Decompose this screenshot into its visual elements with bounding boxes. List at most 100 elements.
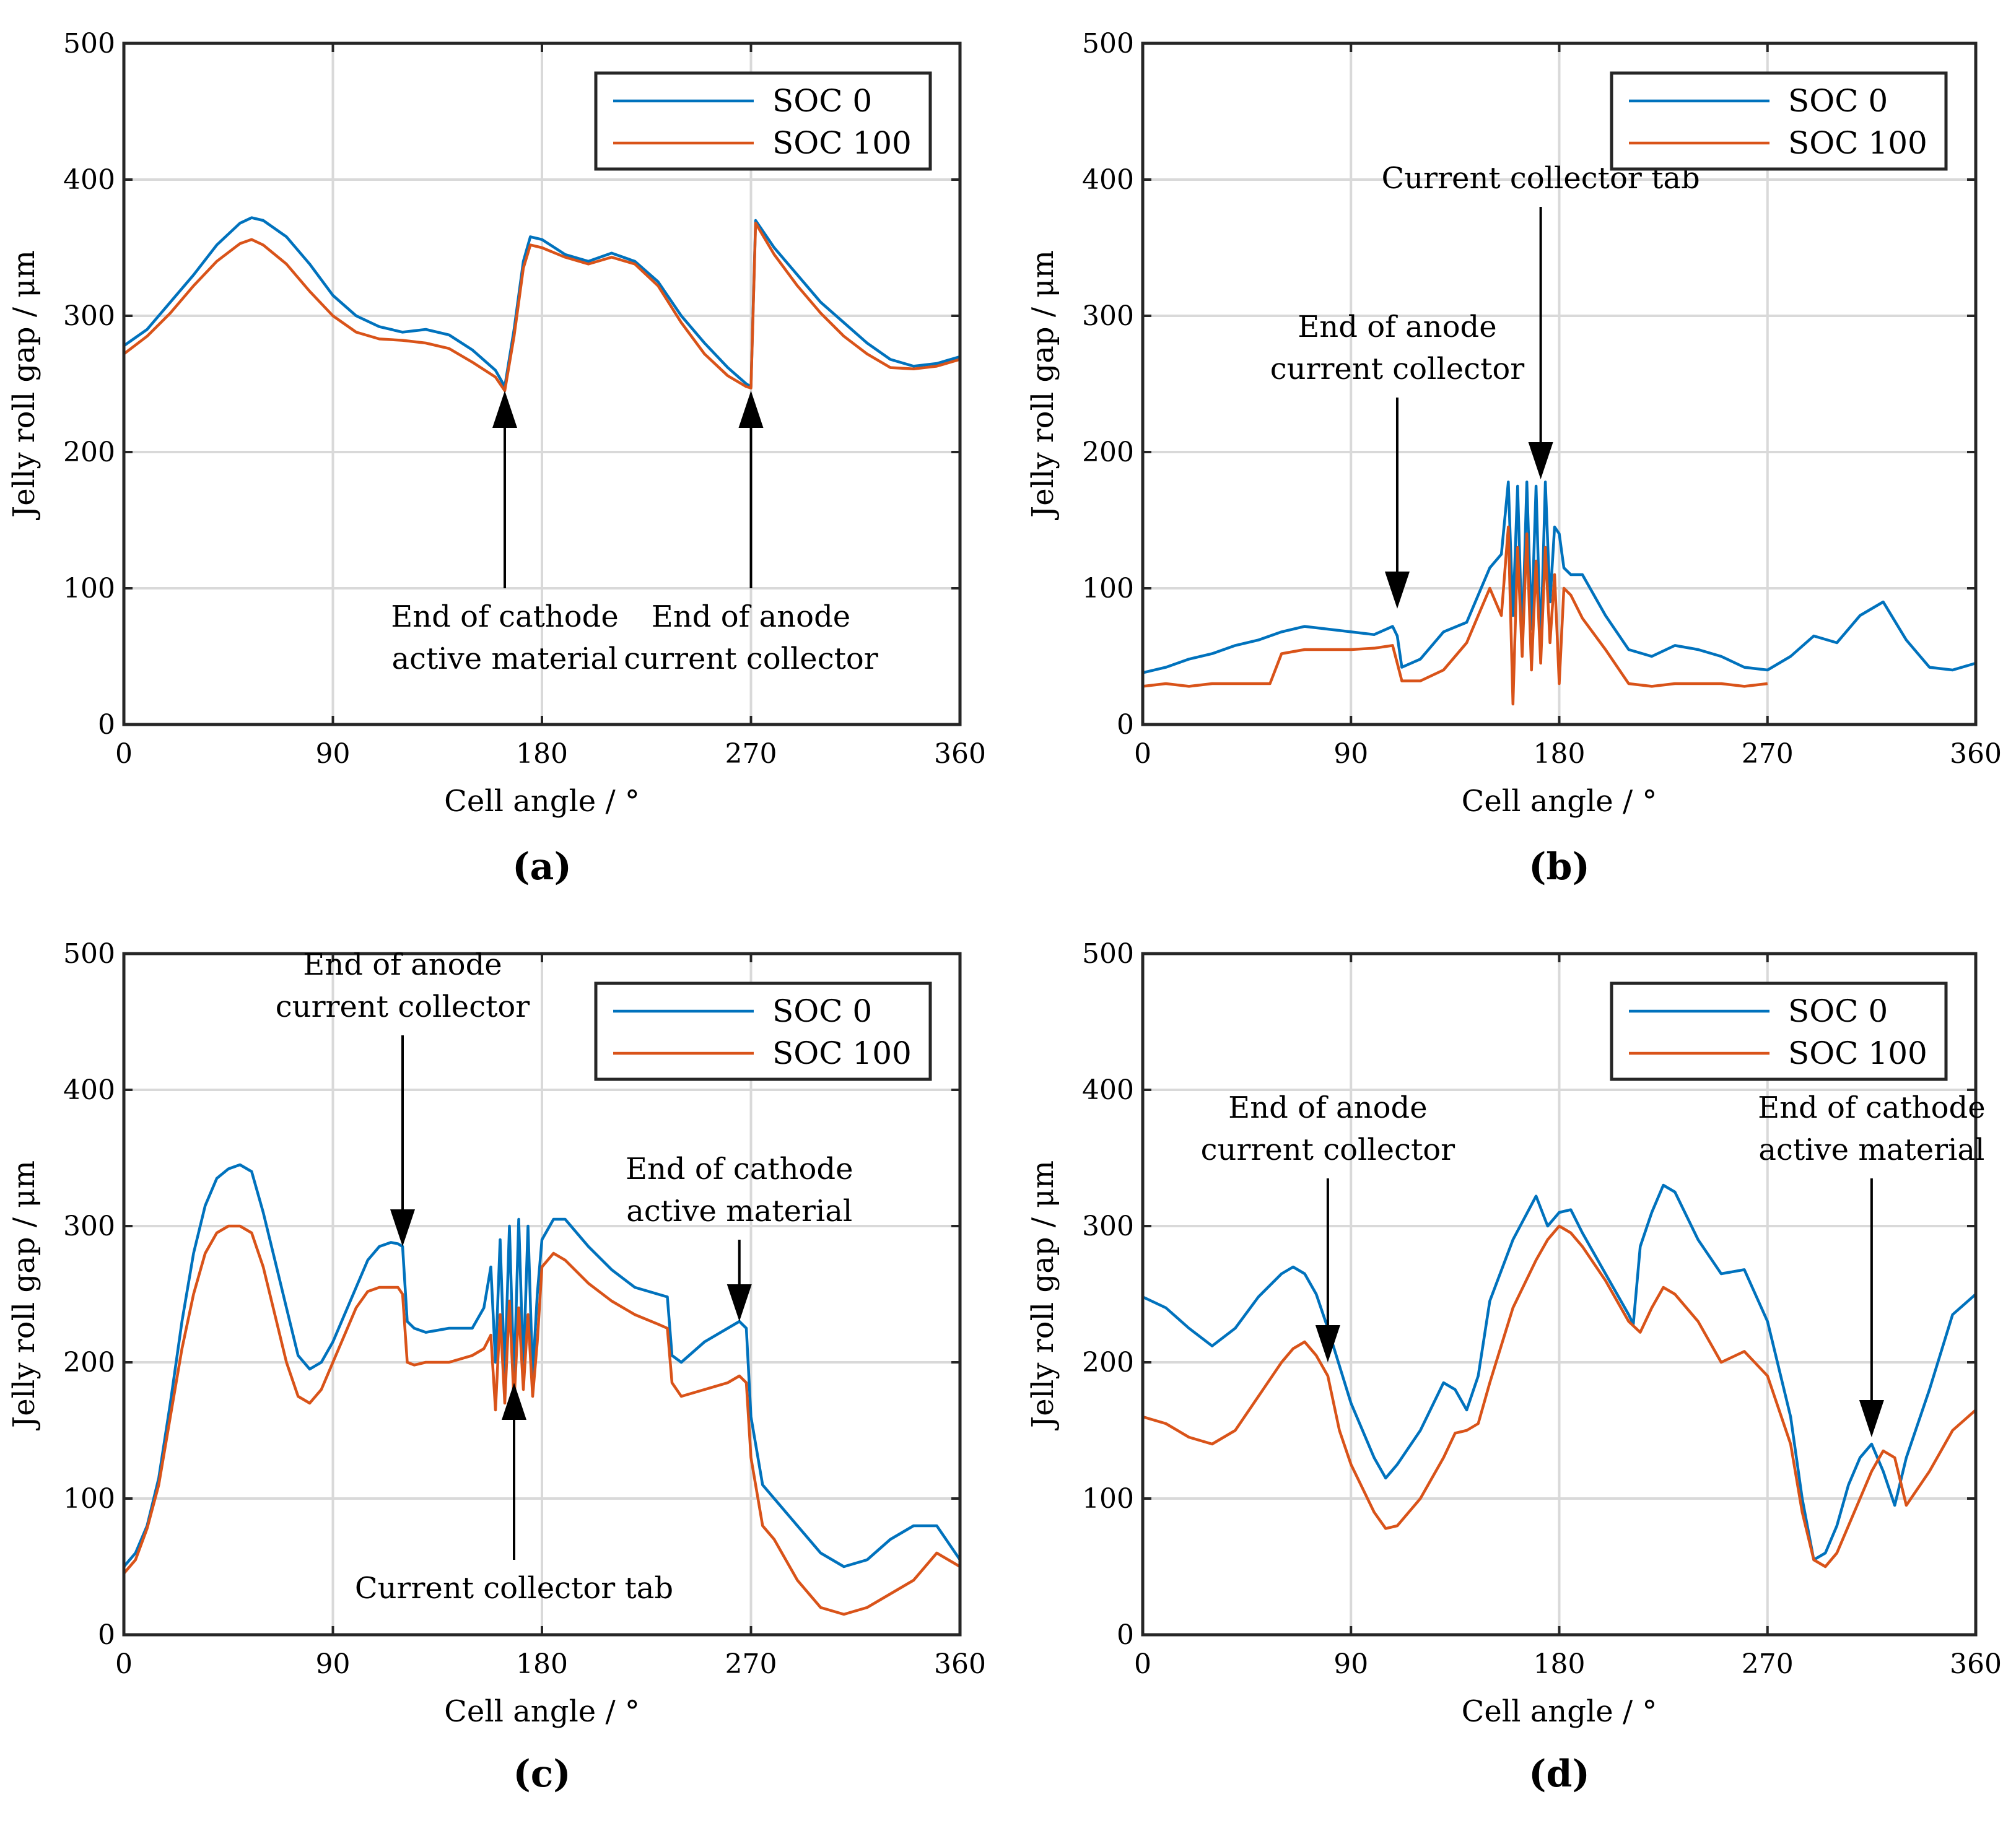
annotation-text: End of anode bbox=[652, 599, 850, 634]
x-tick-label: 90 bbox=[1333, 738, 1368, 770]
x-tick-label: 0 bbox=[115, 1648, 133, 1680]
x-tick-label: 180 bbox=[516, 1648, 568, 1680]
x-tick-label: 0 bbox=[1134, 738, 1151, 770]
annotation-arrow-head bbox=[390, 1209, 415, 1247]
x-tick-label: 0 bbox=[115, 738, 133, 770]
panel-label: (d) bbox=[1529, 1752, 1590, 1796]
legend-entry: SOC 0 bbox=[772, 83, 872, 119]
annotation-arrow-head bbox=[1315, 1325, 1340, 1362]
legend-box bbox=[1610, 981, 1948, 1081]
y-tick-label: 100 bbox=[1082, 573, 1134, 604]
chart-panel-3: 0 90 180 270 360 0 100 200 300 400 500 Cell angle /… bbox=[1026, 938, 2002, 1796]
panel-label: (b) bbox=[1529, 845, 1590, 889]
y-tick-label: 100 bbox=[63, 573, 115, 604]
series-line-soc-0 bbox=[123, 216, 961, 388]
panel-label: (a) bbox=[512, 845, 572, 889]
legend-entry: SOC 100 bbox=[772, 125, 912, 161]
x-tick-label: 90 bbox=[316, 1648, 351, 1680]
legend-entry: SOC 0 bbox=[1788, 993, 1888, 1029]
legend-entry: SOC 0 bbox=[1788, 83, 1888, 119]
annotation-text: End of anode bbox=[303, 947, 502, 982]
annotation-text: End of anode bbox=[1228, 1090, 1427, 1125]
y-axis-label: Jelly roll gap / μm bbox=[1026, 1160, 1060, 1431]
annotation-text: active material bbox=[626, 1194, 852, 1229]
x-tick-label: 360 bbox=[1950, 738, 2002, 770]
x-tick-label: 180 bbox=[516, 738, 568, 770]
y-tick-label: 400 bbox=[63, 1074, 115, 1106]
x-tick-label: 180 bbox=[1534, 1648, 1586, 1680]
chart-panel-0: 0 90 180 270 360 0 100 200 300 400 500 Cell angle /… bbox=[7, 28, 986, 889]
legend-entry: SOC 100 bbox=[772, 1035, 912, 1071]
annotation-text: active material bbox=[391, 642, 617, 676]
y-tick-label: 300 bbox=[1082, 1211, 1134, 1242]
series-line-soc-0 bbox=[1142, 1183, 1977, 1562]
x-axis-label: Cell angle / ° bbox=[444, 1694, 640, 1729]
y-tick-label: 200 bbox=[63, 1347, 115, 1378]
legend: SOC 0 SOC 100 bbox=[594, 981, 932, 1081]
y-tick-label: 400 bbox=[1082, 1074, 1134, 1106]
annotation-arrow-head bbox=[727, 1284, 752, 1321]
y-tick-label: 0 bbox=[98, 709, 115, 741]
annotation-text: current collector bbox=[1270, 352, 1525, 386]
y-tick-label: 0 bbox=[98, 1619, 115, 1651]
x-tick-label: 360 bbox=[1950, 1648, 2002, 1680]
y-tick-label: 500 bbox=[1082, 938, 1134, 970]
x-axis-label: Cell angle / ° bbox=[1462, 1694, 1657, 1729]
x-tick-label: 360 bbox=[934, 738, 986, 770]
y-tick-label: 300 bbox=[63, 300, 115, 332]
legend-entry: SOC 0 bbox=[772, 993, 872, 1029]
y-tick-label: 500 bbox=[63, 28, 115, 59]
y-tick-label: 300 bbox=[63, 1211, 115, 1242]
y-tick-label: 300 bbox=[1082, 300, 1134, 332]
series-line-soc-0 bbox=[123, 1163, 961, 1568]
annotation-text: active material bbox=[1758, 1133, 1984, 1167]
series-line-soc-100 bbox=[1142, 1224, 1977, 1568]
y-tick-label: 100 bbox=[1082, 1483, 1134, 1515]
annotation-arrow-head bbox=[738, 391, 764, 428]
annotation-text: current collector bbox=[624, 642, 878, 676]
x-tick-label: 90 bbox=[1333, 1648, 1368, 1680]
series-line-soc-100 bbox=[1142, 525, 1768, 706]
y-axis-label: Jelly roll gap / μm bbox=[7, 1160, 41, 1431]
legend: SOC 0 SOC 100 bbox=[1610, 981, 1948, 1081]
annotation-text: End of cathode bbox=[391, 599, 619, 634]
legend: SOC 0 SOC 100 bbox=[594, 71, 932, 171]
series-line-soc-0 bbox=[1142, 481, 1976, 674]
x-tick-label: 270 bbox=[725, 738, 777, 770]
y-axis-label: Jelly roll gap / μm bbox=[7, 250, 41, 521]
y-tick-label: 200 bbox=[1082, 437, 1134, 468]
y-tick-label: 400 bbox=[63, 164, 115, 196]
annotation-arrow-head bbox=[1528, 442, 1553, 479]
legend-box bbox=[1610, 71, 1948, 171]
legend-entry: SOC 100 bbox=[1788, 125, 1927, 161]
x-tick-label: 0 bbox=[1134, 1648, 1151, 1680]
annotation-arrow-head bbox=[1859, 1400, 1884, 1437]
y-tick-label: 100 bbox=[63, 1483, 115, 1515]
annotation-arrow-head bbox=[502, 1383, 526, 1420]
annotation-text: current collector bbox=[1201, 1133, 1455, 1167]
x-tick-label: 180 bbox=[1534, 738, 1586, 770]
x-tick-label: 270 bbox=[725, 1648, 777, 1680]
x-tick-label: 360 bbox=[934, 1648, 986, 1680]
y-tick-label: 500 bbox=[63, 938, 115, 970]
annotation-text: End of cathode bbox=[626, 1152, 853, 1186]
annotation-text: End of cathode bbox=[1758, 1090, 1986, 1125]
y-tick-label: 0 bbox=[1117, 709, 1134, 741]
panel-label: (c) bbox=[513, 1752, 570, 1796]
x-tick-label: 90 bbox=[316, 738, 351, 770]
series-line-soc-100 bbox=[123, 222, 961, 393]
annotation-text: current collector bbox=[276, 990, 530, 1024]
y-tick-label: 500 bbox=[1082, 28, 1134, 59]
annotation-arrow-head bbox=[492, 391, 517, 428]
legend-box bbox=[594, 981, 932, 1081]
legend-box bbox=[594, 71, 932, 171]
legend: SOC 0 SOC 100 bbox=[1610, 71, 1948, 171]
x-tick-label: 270 bbox=[1742, 1648, 1794, 1680]
y-tick-label: 200 bbox=[63, 437, 115, 468]
y-axis-label: Jelly roll gap / μm bbox=[1026, 250, 1060, 521]
legend-entry: SOC 100 bbox=[1788, 1035, 1927, 1071]
y-tick-label: 0 bbox=[1117, 1619, 1134, 1651]
x-axis-label: Cell angle / ° bbox=[444, 784, 640, 819]
annotation-text: Current collector tab bbox=[355, 1571, 673, 1606]
